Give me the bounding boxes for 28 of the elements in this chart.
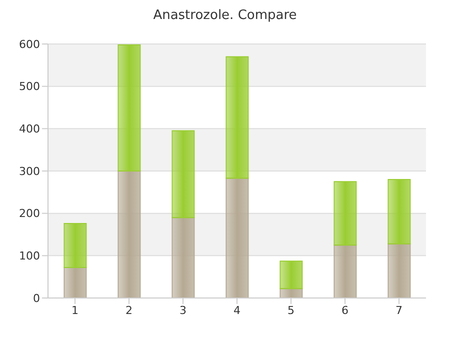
bar [334,244,357,298]
y-tick-label: 400 [19,122,40,136]
x-tick-label: 6 [342,304,348,317]
y-tick-label: 300 [19,164,40,178]
bar [226,178,249,298]
bar [64,267,87,298]
x-tick-label: 7 [396,304,402,317]
bar [172,217,195,298]
chart-title: Anastrozole. Compare [152,8,298,23]
x-tick-label: 1 [72,304,78,317]
x-tick-label: 5 [288,304,294,317]
y-tick-label: 100 [19,250,40,263]
y-tick-label: 200 [19,207,40,220]
bar [118,170,141,298]
x-tick-label: 3 [180,304,186,317]
bar [226,56,249,179]
y-tick-label: 500 [19,80,40,94]
bar [388,178,411,244]
y-tick-label: 600 [19,38,40,51]
bar [118,44,141,172]
bar [334,181,357,246]
y-tick-label: 0 [33,292,40,305]
bar [280,260,303,290]
x-tick-label: 2 [126,304,132,317]
bar [172,130,195,218]
bar [388,243,411,298]
bar [64,222,87,268]
x-tick-label: 4 [234,304,240,317]
